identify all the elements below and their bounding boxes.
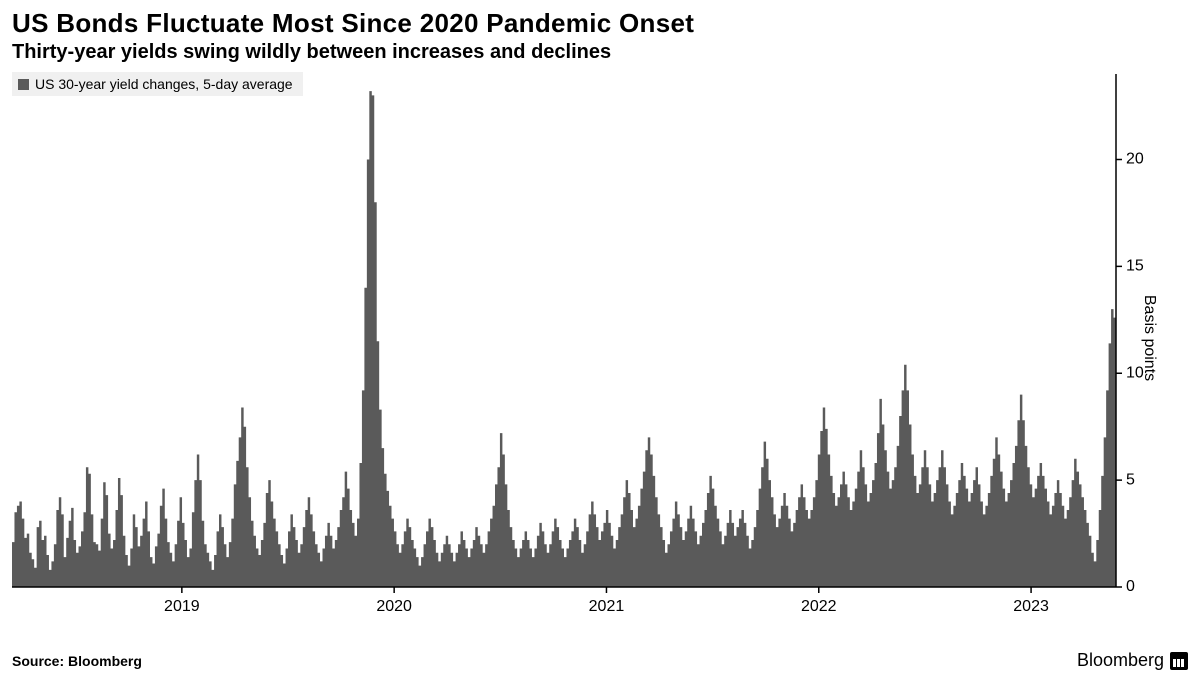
x-tick-label: 2021 [589,598,625,615]
chart-svg: 0510152020192020202120222023 [12,72,1144,615]
x-tick-label: 2023 [1013,598,1049,615]
brand-text: Bloomberg [1077,650,1164,671]
y-tick-label: 0 [1126,578,1135,595]
x-tick-label: 2020 [376,598,412,615]
source-text: Source: Bloomberg [12,653,142,669]
bar-series [12,91,1116,587]
chart-title: US Bonds Fluctuate Most Since 2020 Pande… [12,8,1188,39]
brand-icon [1170,652,1188,670]
brand-logo: Bloomberg [1077,650,1188,671]
x-tick-label: 2022 [801,598,837,615]
chart-subtitle: Thirty-year yields swing wildly between … [12,41,1188,64]
chart-area: 0510152020192020202120222023 [12,72,1144,615]
y-axis-label: Basis points [1140,294,1158,380]
y-tick-label: 5 [1126,471,1135,488]
legend-swatch [18,79,29,90]
legend-label: US 30-year yield changes, 5-day average [35,76,293,92]
x-tick-label: 2019 [164,598,200,615]
y-tick-label: 20 [1126,151,1144,168]
legend: US 30-year yield changes, 5-day average [12,72,303,96]
y-tick-label: 15 [1126,258,1144,275]
